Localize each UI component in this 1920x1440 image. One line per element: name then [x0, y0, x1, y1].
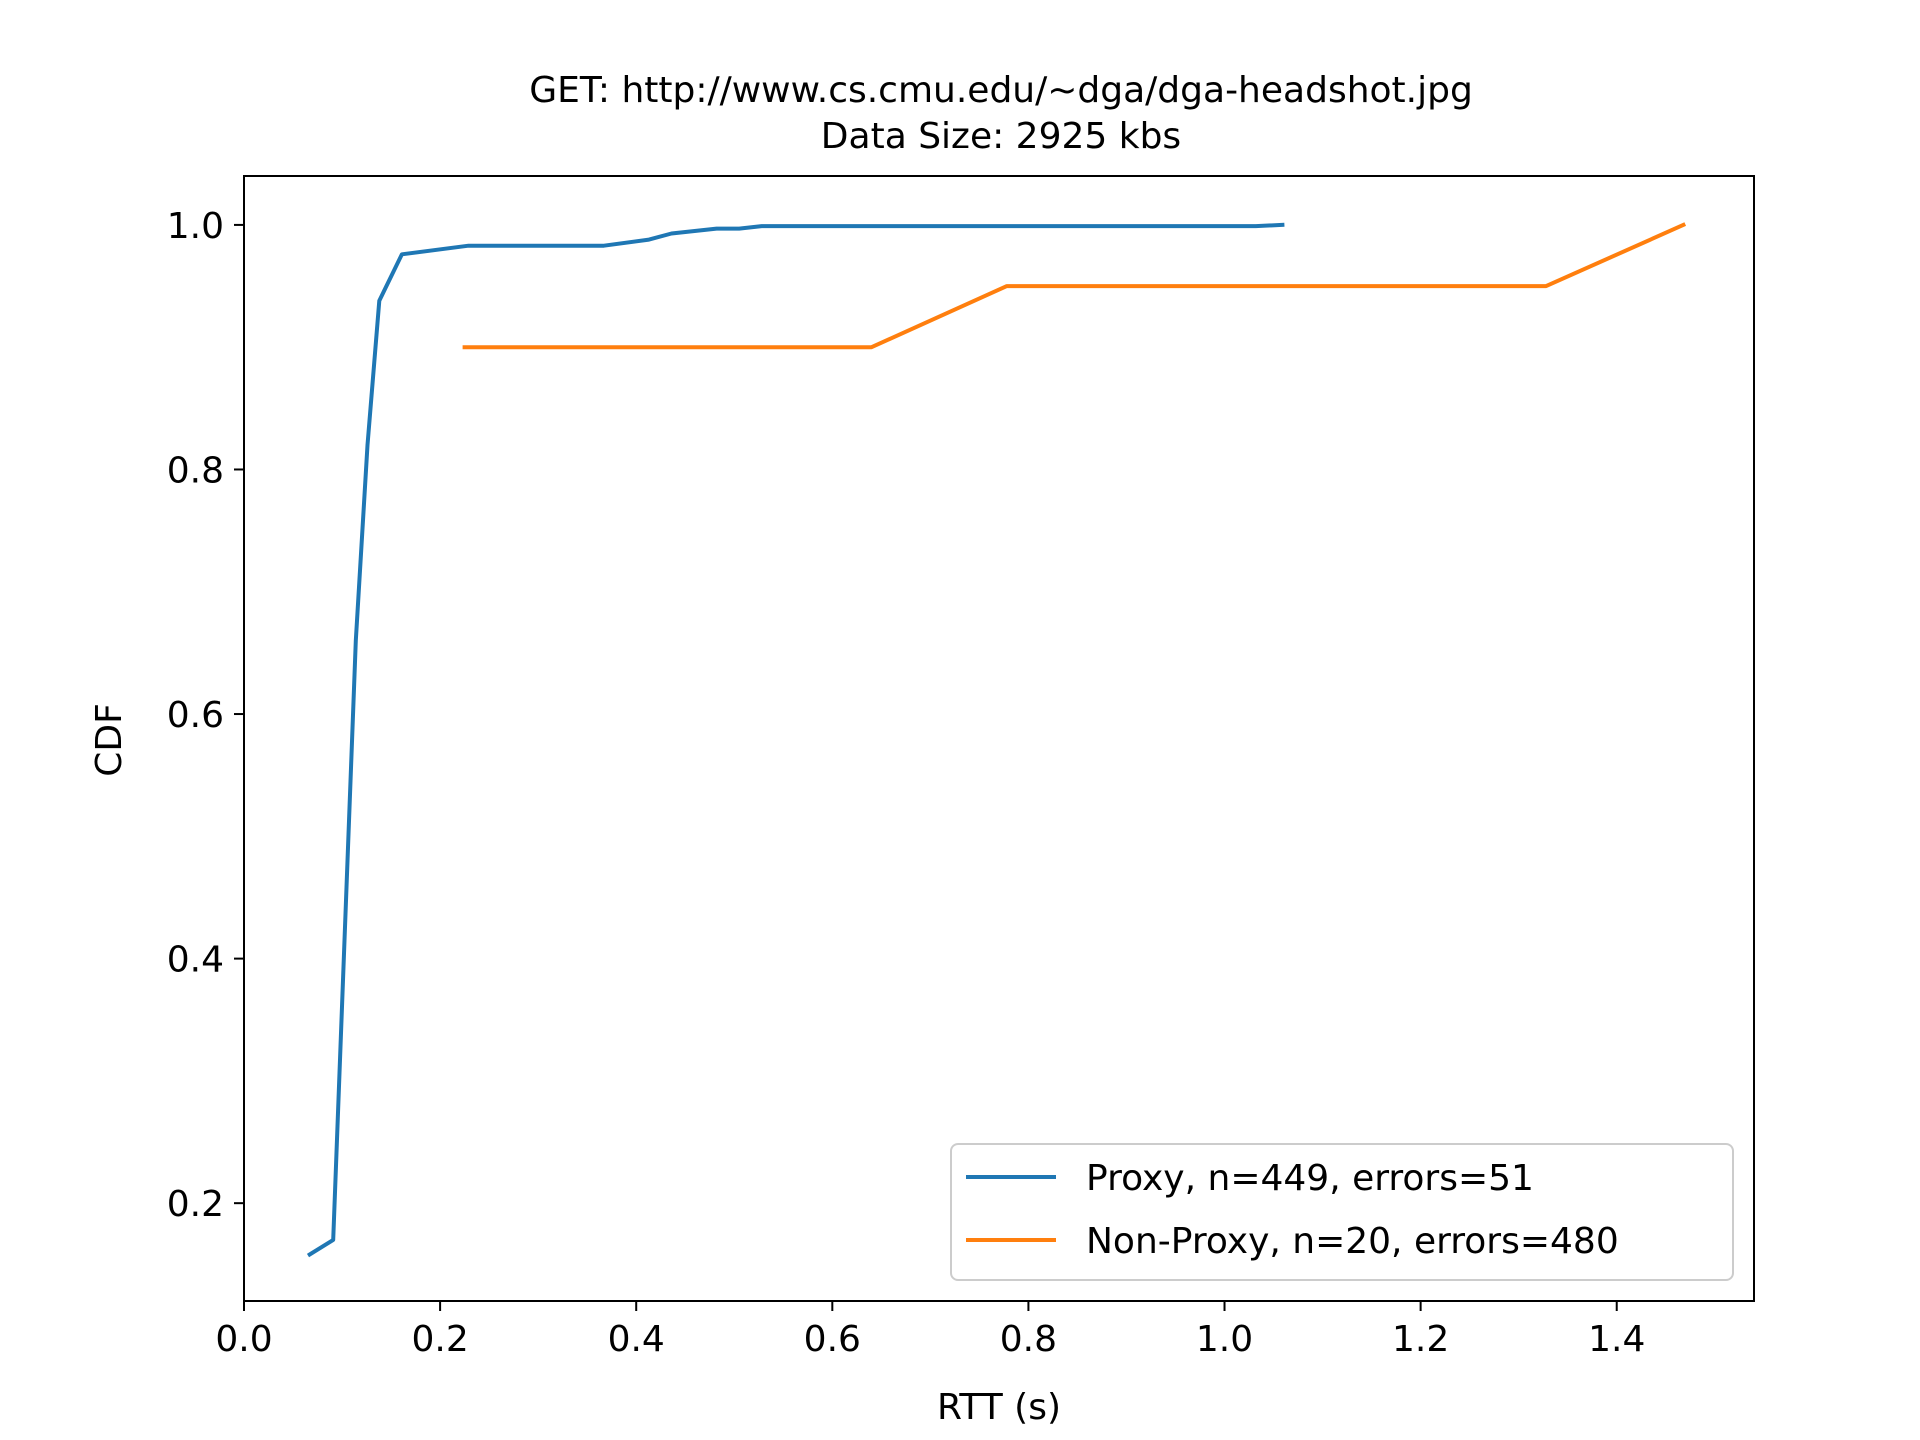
x-axis: 0.0 0.2 0.4 0.6 0.8 1.0 1.2 1.4	[215, 1301, 1645, 1360]
y-axis-title: CDF	[89, 703, 130, 777]
y-tick-label: 0.2	[167, 1184, 224, 1225]
y-tick-label: 0.8	[167, 450, 224, 491]
series-line-non-proxy	[462, 222, 1687, 350]
y-tick-label: 0.4	[167, 940, 224, 981]
chart-subtitle: Data Size: 2925 kbs	[821, 116, 1181, 157]
chart-title: GET: http://www.cs.cmu.edu/~dga/dga-head…	[529, 70, 1473, 111]
y-tick-label: 0.6	[167, 695, 224, 736]
x-tick-label: 0.8	[1000, 1319, 1057, 1360]
x-tick-label: 0.4	[608, 1319, 665, 1360]
x-tick-label: 0.2	[411, 1319, 468, 1360]
x-tick-label: 1.0	[1196, 1319, 1253, 1360]
y-tick-label: 1.0	[167, 206, 224, 247]
x-tick-label: 0.0	[215, 1319, 272, 1360]
y-axis: 0.2 0.4 0.6 0.8 1.0	[167, 206, 244, 1225]
x-tick-label: 1.2	[1392, 1319, 1449, 1360]
x-axis-title: RTT (s)	[937, 1387, 1061, 1428]
series-line-proxy	[306, 222, 1285, 1258]
plot-frame	[243, 175, 1755, 1302]
legend: Proxy, n=449, errors=51 Non-Proxy, n=20,…	[950, 1143, 1734, 1281]
legend-label-proxy: Proxy, n=449, errors=51	[1086, 1158, 1534, 1199]
x-tick-label: 1.4	[1588, 1319, 1645, 1360]
legend-label-non-proxy: Non-Proxy, n=20, errors=480	[1086, 1221, 1619, 1262]
series-layer	[306, 222, 1687, 1258]
legend-box	[950, 1143, 1734, 1281]
x-tick-label: 0.6	[804, 1319, 861, 1360]
